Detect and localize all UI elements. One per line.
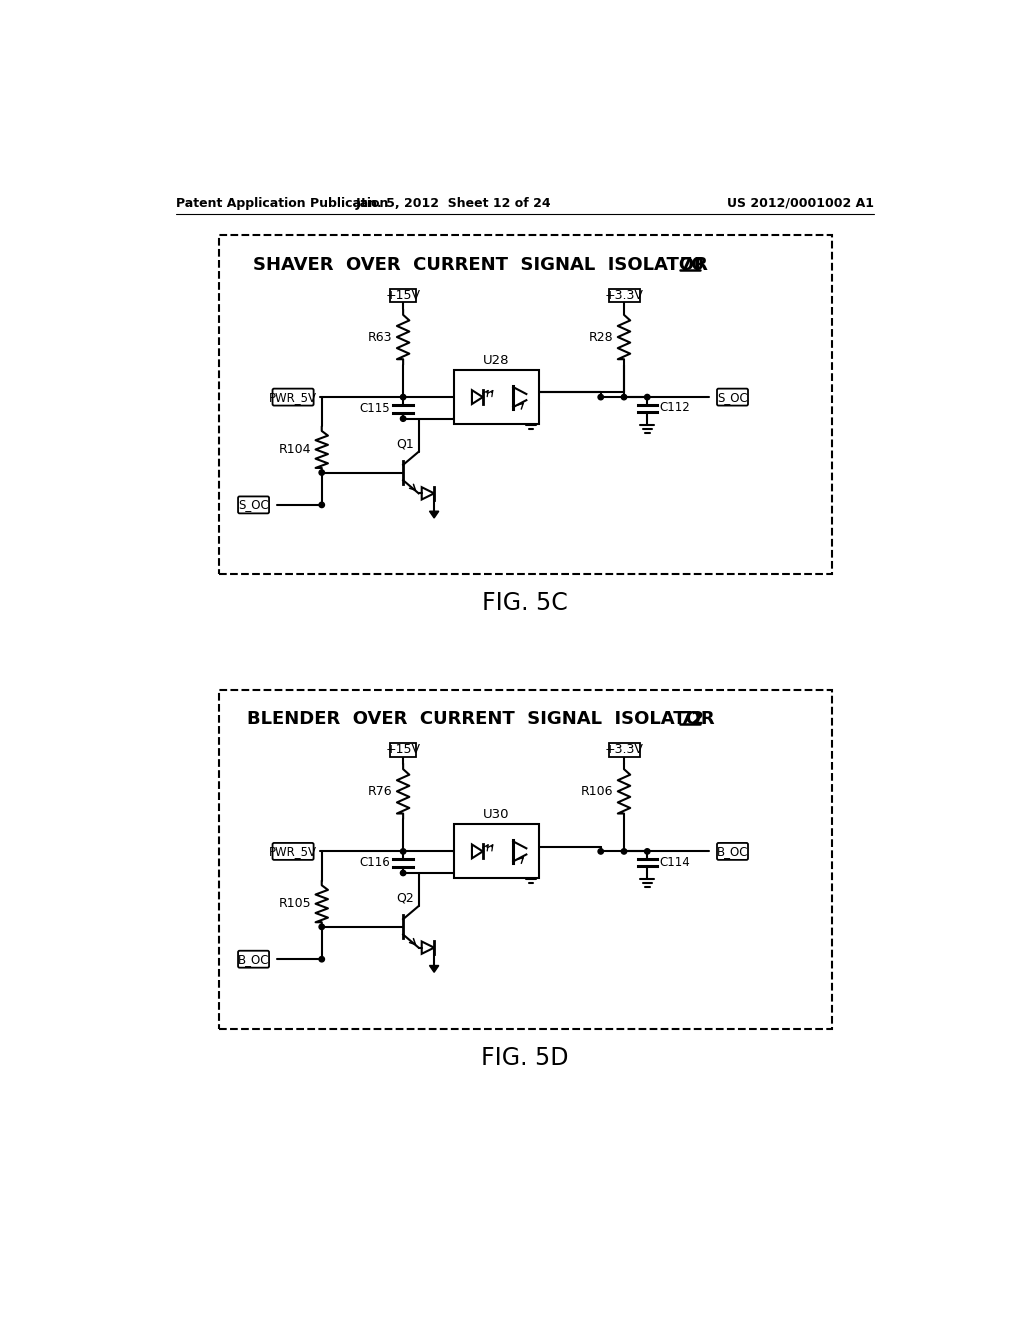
Bar <box>390 743 416 756</box>
Circle shape <box>598 849 603 854</box>
Text: FIG. 5D: FIG. 5D <box>481 1045 568 1069</box>
Text: R63: R63 <box>368 330 392 343</box>
Text: C114: C114 <box>659 855 690 869</box>
Text: Q1: Q1 <box>396 437 414 450</box>
Text: R105: R105 <box>279 898 311 911</box>
FancyBboxPatch shape <box>717 388 748 405</box>
Circle shape <box>400 416 406 421</box>
Circle shape <box>400 395 406 400</box>
Circle shape <box>598 395 603 400</box>
Text: U30: U30 <box>483 808 509 821</box>
Text: +3.3V: +3.3V <box>604 743 643 756</box>
Circle shape <box>400 849 406 854</box>
Text: +15V: +15V <box>386 289 421 302</box>
Text: S_OC: S_OC <box>239 499 269 511</box>
Text: R106: R106 <box>581 785 613 797</box>
Text: PWR_5V: PWR_5V <box>269 391 317 404</box>
Text: PWR_5V: PWR_5V <box>269 845 317 858</box>
Bar <box>219 689 831 1028</box>
Text: S_OC: S_OC <box>717 391 748 404</box>
Text: R104: R104 <box>279 444 311 455</box>
FancyBboxPatch shape <box>717 843 748 859</box>
Text: R76: R76 <box>368 785 392 797</box>
Circle shape <box>400 870 406 875</box>
Circle shape <box>319 470 325 475</box>
Bar <box>219 235 831 574</box>
Bar <box>454 825 539 878</box>
Text: US 2012/0001002 A1: US 2012/0001002 A1 <box>727 197 873 210</box>
Text: Patent Application Publication: Patent Application Publication <box>176 197 388 210</box>
Polygon shape <box>429 965 438 973</box>
Text: Jan. 5, 2012  Sheet 12 of 24: Jan. 5, 2012 Sheet 12 of 24 <box>355 197 551 210</box>
Text: SHAVER  OVER  CURRENT  SIGNAL  ISOLATOR: SHAVER OVER CURRENT SIGNAL ISOLATOR <box>253 256 708 273</box>
Text: B_OC: B_OC <box>238 953 269 966</box>
Text: BLENDER  OVER  CURRENT  SIGNAL  ISOLATOR: BLENDER OVER CURRENT SIGNAL ISOLATOR <box>247 710 715 727</box>
Circle shape <box>644 849 650 854</box>
FancyBboxPatch shape <box>238 496 269 513</box>
Circle shape <box>622 849 627 854</box>
Bar <box>390 289 416 302</box>
Text: B_OC: B_OC <box>717 845 749 858</box>
Circle shape <box>319 957 325 962</box>
Text: 72: 72 <box>680 710 705 727</box>
Text: FIG. 5C: FIG. 5C <box>482 591 567 615</box>
Text: Q2: Q2 <box>396 892 414 906</box>
Text: 70: 70 <box>680 256 705 273</box>
Bar <box>608 743 640 756</box>
Polygon shape <box>429 511 438 517</box>
Text: C115: C115 <box>359 403 390 416</box>
Text: C112: C112 <box>659 401 690 414</box>
Text: C116: C116 <box>359 857 390 870</box>
Text: +3.3V: +3.3V <box>604 289 643 302</box>
Circle shape <box>319 924 325 929</box>
FancyBboxPatch shape <box>272 843 313 859</box>
FancyBboxPatch shape <box>272 388 313 405</box>
FancyBboxPatch shape <box>238 950 269 968</box>
Circle shape <box>644 395 650 400</box>
Circle shape <box>319 502 325 508</box>
Text: U28: U28 <box>483 354 509 367</box>
Circle shape <box>622 395 627 400</box>
Bar <box>454 370 539 424</box>
Bar <box>608 289 640 302</box>
Text: +15V: +15V <box>386 743 421 756</box>
Text: R28: R28 <box>589 330 613 343</box>
